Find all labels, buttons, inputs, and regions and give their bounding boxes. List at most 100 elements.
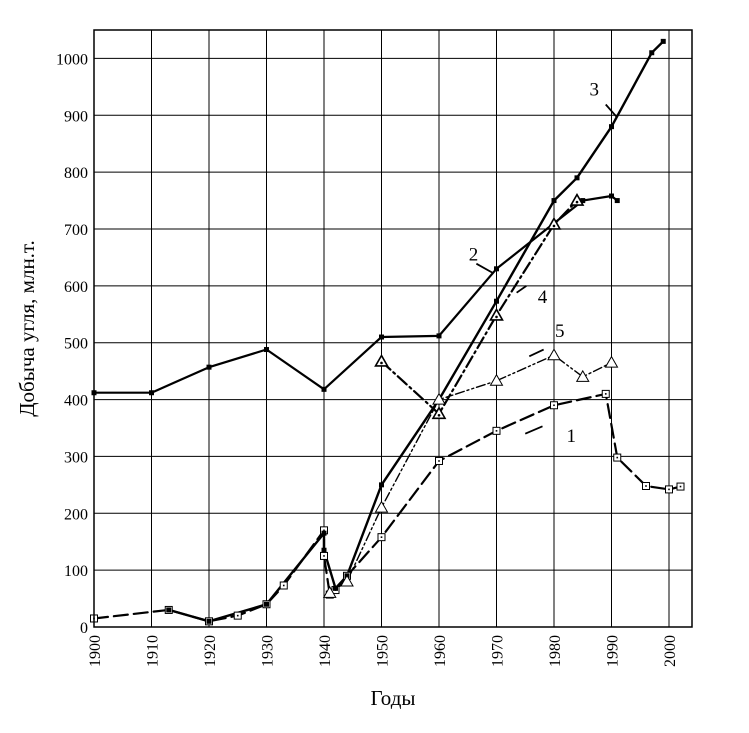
series-3-point [660, 38, 666, 44]
tick-labels: 1900 1910 1920 1930 1940 1950 1960 1970 1980 1990… [56, 51, 679, 667]
series-4-point [374, 353, 389, 367]
x-tick-label: 1930 [260, 635, 277, 667]
series-2-annotation: 2 [469, 244, 479, 265]
series-1-point-dot [604, 393, 607, 395]
series-4-point [431, 406, 447, 420]
series-3-point [609, 124, 614, 130]
series-5-point [604, 355, 619, 368]
y-tick-label: 700 [64, 222, 88, 239]
series-annotations: 1 2 3 45 [469, 79, 618, 447]
x-tick-label: 1980 [547, 635, 564, 667]
y-tick-label: 900 [64, 108, 88, 125]
series-4-line [380, 199, 579, 415]
series-5-annotation: 5 [555, 321, 565, 342]
y-tick-label: 200 [64, 506, 88, 523]
y-tick-label: 300 [64, 449, 88, 466]
plot-frame [93, 29, 693, 628]
series-layer [92, 40, 682, 623]
series-1-point-dot [380, 536, 383, 538]
y-tick-label: 400 [64, 393, 88, 410]
markers-layer [90, 38, 685, 626]
series-5-point [547, 348, 561, 361]
series-2-point [321, 386, 327, 392]
x-tick-label: 1990 [605, 635, 622, 667]
x-tick-label: 1900 [87, 635, 104, 667]
series-3-point [321, 530, 327, 536]
annotation-leader [528, 348, 545, 358]
series-5-point [374, 500, 389, 513]
y-tick-label: 100 [64, 563, 88, 580]
series-3-point [551, 198, 557, 204]
x-tick-label: 1970 [490, 635, 507, 667]
y-tick-label: 500 [64, 336, 88, 353]
x-tick-label: 1910 [145, 635, 162, 667]
series-3-annotation: 3 [590, 79, 600, 100]
x-axis-title: Годы [371, 686, 416, 710]
series-5-line [329, 354, 613, 594]
series-3-point [321, 547, 327, 553]
series-4-point-dot [495, 315, 498, 319]
x-tick-label: 1950 [375, 635, 392, 667]
series-1-point-dot [236, 614, 239, 617]
series-4-point-dot [552, 224, 556, 228]
y-tick-label: 1000 [56, 51, 88, 68]
x-tick-label: 1960 [432, 635, 449, 667]
series-3-point [206, 618, 212, 624]
series-1-point-dot [645, 485, 647, 487]
series-5-point [322, 585, 337, 598]
series-2-point [609, 193, 614, 199]
series-3-point [166, 607, 172, 613]
series-5-point [489, 373, 504, 386]
series-3-point [494, 298, 499, 304]
series-1-point-dot [495, 430, 498, 432]
y-tick-label: 800 [64, 165, 88, 182]
series-1-point-dot [668, 488, 670, 491]
series-4-point [489, 307, 504, 321]
annotation-leader [475, 262, 495, 275]
series-4-point [546, 216, 562, 230]
series-1-annotation: 1 [567, 426, 577, 447]
series-4-point-dot [575, 200, 579, 204]
series-1-point-dot [323, 529, 325, 532]
y-axis-title: Добыча угля, млн.т. [15, 240, 39, 417]
series-2-point [614, 198, 620, 204]
y-tick-label: 0 [80, 620, 88, 637]
series-4-point-dot [380, 361, 383, 365]
y-tick-label: 600 [64, 279, 88, 296]
x-tick-label: 1920 [202, 635, 219, 667]
x-tick-label: 2000 [662, 635, 679, 667]
grid-lines [93, 30, 692, 628]
series-1-point-dot [616, 456, 619, 459]
series-3-point [574, 175, 580, 181]
series-3-point [264, 601, 269, 607]
series-2-point [494, 266, 499, 272]
series-1-point-dot [282, 584, 285, 587]
series-3-point [379, 482, 384, 488]
annotation-leader [605, 103, 618, 119]
series-3-line [167, 40, 665, 623]
series-3-point [649, 50, 655, 56]
annotation-leader [516, 285, 527, 294]
series-2-point [149, 390, 154, 396]
annotation-leader [524, 425, 543, 435]
series-4-annotation: 4 [538, 287, 548, 308]
series-2-point [580, 198, 586, 204]
series-1-point-dot [323, 555, 325, 557]
series-2-point [436, 333, 442, 339]
series-1-point-dot [553, 404, 555, 407]
x-tick-label: 1940 [317, 635, 334, 667]
series-3-point [333, 585, 338, 591]
series-1-point-dot [438, 460, 440, 462]
series-1-line [92, 392, 682, 623]
series-5-point [340, 574, 354, 587]
series-1-point-dot [679, 485, 682, 488]
series-2-line [92, 194, 619, 394]
series-2-point [379, 334, 384, 340]
series-2-point [206, 364, 212, 370]
series-5-point [432, 392, 446, 405]
series-2-point [264, 347, 269, 353]
series-4-point [569, 192, 585, 206]
series-4-point-dot [437, 413, 441, 417]
series-5-point [575, 369, 590, 382]
